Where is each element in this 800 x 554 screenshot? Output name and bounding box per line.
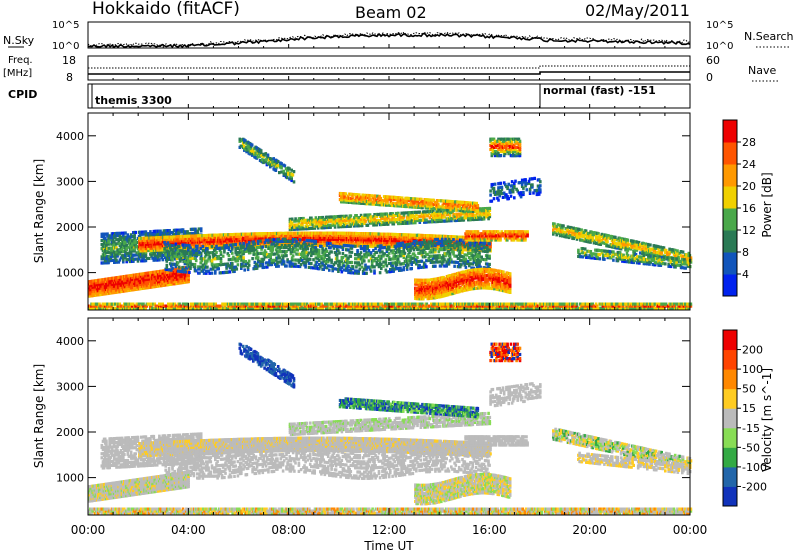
data-cell: [166, 249, 169, 252]
data-cell: [178, 255, 181, 258]
data-cell: [277, 303, 280, 306]
data-cell: [162, 254, 165, 257]
data-cell: [198, 272, 201, 275]
nave-series: [88, 66, 690, 68]
data-cell: [188, 271, 191, 274]
data-cell: [167, 258, 170, 261]
data-cell: [193, 251, 196, 254]
data-cell: [365, 303, 368, 306]
data-cell: [198, 227, 201, 230]
data-cell: [177, 270, 180, 273]
data-cell: [171, 267, 174, 270]
nave-tick-top: 60: [706, 54, 720, 67]
station-title: Hokkaido (fitACF): [92, 0, 240, 19]
data-cell: [202, 245, 205, 248]
data-cell: [185, 270, 188, 273]
data-cell: [178, 266, 181, 269]
data-cell: [119, 232, 122, 235]
cpid-mode-normal: normal (fast) -151: [543, 84, 656, 97]
freq-tick-bottom: 8: [66, 71, 73, 84]
cpid-mode-themis: themis 3300: [95, 94, 172, 107]
data-cell: [115, 259, 118, 262]
data-cell: [178, 245, 181, 248]
data-cell: [576, 303, 579, 306]
data-cell: [124, 231, 127, 234]
data-cell: [159, 230, 162, 233]
data-cell: [158, 258, 161, 261]
freq-label: Freq.: [8, 55, 33, 66]
nsearch-tick-bottom: 10^0: [706, 41, 733, 52]
data-cell: [169, 231, 172, 234]
nave-tick-bottom: 0: [706, 71, 713, 84]
date-title: 02/May/2011: [585, 1, 690, 20]
data-cell: [150, 232, 153, 235]
freq-series: [88, 72, 690, 74]
nave-label: Nave: [748, 64, 776, 77]
data-cell: [166, 245, 169, 248]
nsky-tick-top: 10^5: [52, 20, 79, 31]
data-cell: [175, 243, 178, 246]
data-cell: [115, 242, 118, 245]
data-cell: [178, 229, 181, 232]
data-cell: [194, 228, 197, 231]
data-cell: [196, 245, 199, 248]
data-cell: [194, 263, 197, 266]
data-cell: [447, 303, 450, 306]
data-cell: [186, 252, 189, 255]
data-cell: [115, 238, 118, 241]
data-cell: [148, 257, 151, 260]
data-cell: [104, 237, 107, 240]
data-cell: [162, 258, 165, 261]
data-cell: [177, 249, 180, 252]
data-cell: [200, 227, 203, 230]
data-cell: [169, 244, 172, 247]
nsearch-series: [88, 32, 690, 46]
data-cell: [134, 258, 137, 261]
data-cell: [195, 259, 198, 262]
data-cell: [202, 249, 205, 252]
data-cell: [166, 264, 169, 267]
freq-tick-top: 18: [62, 54, 76, 67]
data-cell: [177, 261, 180, 264]
nsearch-label: N.Search: [744, 30, 794, 43]
data-cell: [134, 239, 137, 242]
nsky-tick-bottom: 10^0: [52, 41, 79, 52]
cpid-label: CPID: [8, 88, 37, 101]
data-cell: [189, 246, 192, 249]
power-heatmap: [88, 138, 692, 310]
data-cell: [173, 255, 176, 258]
data-cell: [211, 303, 214, 306]
freq-units-label: [MHz]: [3, 68, 32, 79]
data-cell: [367, 303, 370, 306]
data-cell: [134, 231, 137, 234]
data-cell: [433, 303, 436, 306]
data-cell: [198, 251, 201, 254]
nsearch-tick-top: 10^5: [706, 20, 733, 31]
data-cell: [119, 242, 122, 245]
nsky-label: N.Sky: [3, 34, 35, 47]
data-cell: [164, 253, 167, 256]
beam-title: Beam 02: [355, 3, 427, 22]
